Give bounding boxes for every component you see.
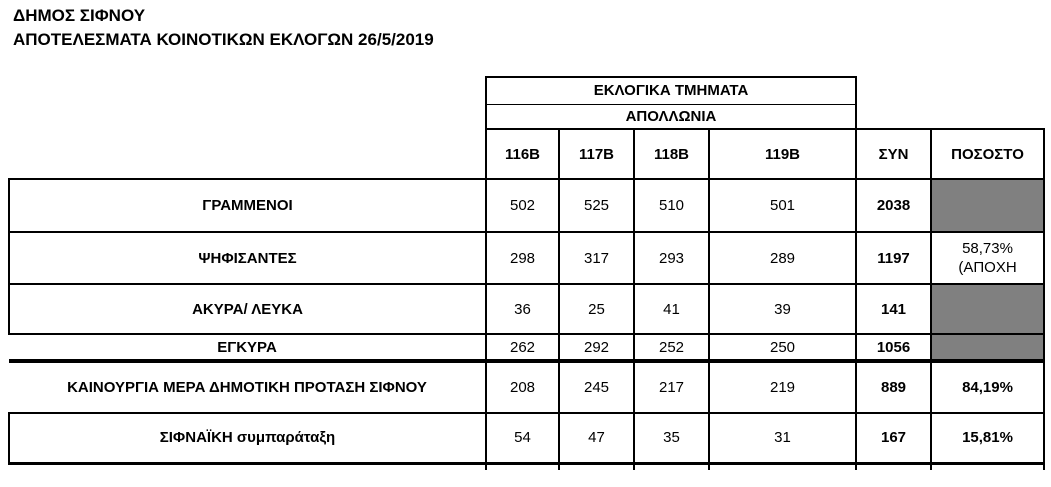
percent-cell-gray [930,178,1046,233]
vote-count-cell: 525 [558,178,635,233]
title-line-2: ΑΠΟΤΕΛΕΣΜΑΤΑ ΚΟΙΝΟΤΙΚΩΝ ΕΚΛΟΓΩΝ 26/5/201… [13,30,434,49]
row-label: ΚΑΙΝΟΥΡΓΙΑ ΜΕΡΑ ΔΗΜΟΤΙΚΗ ΠΡΟΤΑΣΗ ΣΙΦΝΟΥ [9,360,487,414]
vote-count-cell: 47 [558,412,635,465]
header-row-region: ΑΠΟΛΛΩΝΙΑ [9,103,1044,130]
sum-cell: 167 [855,412,933,465]
vote-count-cell: 317 [558,231,635,285]
header-blank-left [9,77,486,179]
vote-count-cell: 219 [707,360,858,414]
sum-cell: 141 [855,283,933,335]
table-row-invalid-blank: ΑΚΥΡΑ/ ΛΕΥΚΑ 36 25 41 39 141 [8,283,1046,335]
table-row-party-kainourgia-mera: ΚΑΙΝΟΥΡΓΙΑ ΜΕΡΑ ΔΗΜΟΤΙΚΗ ΠΡΟΤΑΣΗ ΣΙΦΝΟΥ … [9,360,1046,414]
stub-cell [930,463,1046,470]
vote-count-cell: 217 [633,360,710,414]
vote-count-cell: 245 [558,360,635,414]
vote-count-cell: 510 [633,178,710,233]
vote-count-cell: 292 [558,333,635,363]
vote-count-cell: 25 [558,283,635,335]
vote-count-cell: 252 [633,333,710,363]
stub-cell [707,463,857,470]
table-row-party-sifnaiki: ΣΙΦΝΑΪΚΗ συμπαράταξη 54 47 35 31 167 15,… [8,412,1046,465]
table-row-stub [9,463,1046,470]
sum-cell: 1197 [855,231,933,285]
sum-cell: 889 [855,360,933,414]
col-header-percent: ΠΟΣΟΣΤΟ [930,128,1046,180]
title-line-1: ΔΗΜΟΣ ΣΙΦΝΟΥ [13,6,146,25]
header-group-cell: ΕΚΛΟΓΙΚΑ ΤΜΗΜΑΤΑ [484,76,858,105]
vote-count-cell: 39 [707,283,858,335]
percent-cell-gray [930,333,1046,363]
percent-cell: 58,73% (ΑΠΟΧΗ [930,231,1046,285]
vote-count-cell: 293 [633,231,710,285]
stub-cell [633,463,709,470]
table-row-registered: ΓΡΑΜΜΕΝΟΙ 502 525 510 501 2038 [8,178,1046,233]
header-blank-right [856,77,1044,129]
row-label: ΑΚΥΡΑ/ ΛΕΥΚΑ [8,283,487,335]
vote-count-cell: 54 [485,412,560,465]
table-row-voted: ΨΗΦΙΣΑΝΤΕΣ 298 317 293 289 1197 58,73% (… [8,231,1046,285]
stub-cell [855,463,932,470]
vote-count-cell: 298 [485,231,560,285]
stub-cell [9,463,486,470]
vote-count-cell: 289 [707,231,858,285]
percent-cell: 84,19% [930,360,1046,414]
sum-cell: 2038 [855,178,933,233]
percent-cell: 15,81% [930,412,1046,465]
stub-cell [485,463,559,470]
header-row-group: ΕΚΛΟΓΙΚΑ ΤΜΗΜΑΤΑ [9,76,1044,105]
sum-cell: 1056 [855,333,933,363]
document-title: ΔΗΜΟΣ ΣΙΦΝΟΥ ΑΠΟΤΕΛΕΣΜΑΤΑ ΚΟΙΝΟΤΙΚΩΝ ΕΚΛ… [13,4,434,52]
row-label: ΓΡΑΜΜΕΝΟΙ [8,178,487,233]
vote-count-cell: 36 [485,283,560,335]
col-header-116b: 116B [485,128,560,180]
col-header-119b: 119B [707,128,858,180]
vote-count-cell: 35 [633,412,710,465]
vote-count-cell: 41 [633,283,710,335]
percent-cell-gray [930,283,1046,335]
table-row-valid: ΕΓΚΥΡΑ 262 292 252 250 1056 [9,333,1046,363]
results-table: ΕΚΛΟΓΙΚΑ ΤΜΗΜΑΤΑ ΑΠΟΛΛΩΝΙΑ 116B 117B 118… [8,76,1046,470]
vote-count-cell: 208 [485,360,560,414]
col-header-sum: ΣΥΝ [855,128,933,180]
col-header-118b: 118B [633,128,710,180]
vote-count-cell: 31 [707,412,858,465]
stub-cell [558,463,634,470]
col-header-117b: 117B [558,128,635,180]
row-label: ΕΓΚΥΡΑ [9,333,487,363]
vote-count-cell: 502 [485,178,560,233]
row-label: ΨΗΦΙΣΑΝΤΕΣ [8,231,487,285]
header-region-cell: ΑΠΟΛΛΩΝΙΑ [484,103,858,130]
row-label: ΣΙΦΝΑΪΚΗ συμπαράταξη [8,412,487,465]
vote-count-cell: 250 [707,333,858,363]
vote-count-cell: 262 [485,333,560,363]
header-row-columns: 116B 117B 118B 119B ΣΥΝ ΠΟΣΟΣΤΟ [9,128,1046,180]
vote-count-cell: 501 [707,178,858,233]
